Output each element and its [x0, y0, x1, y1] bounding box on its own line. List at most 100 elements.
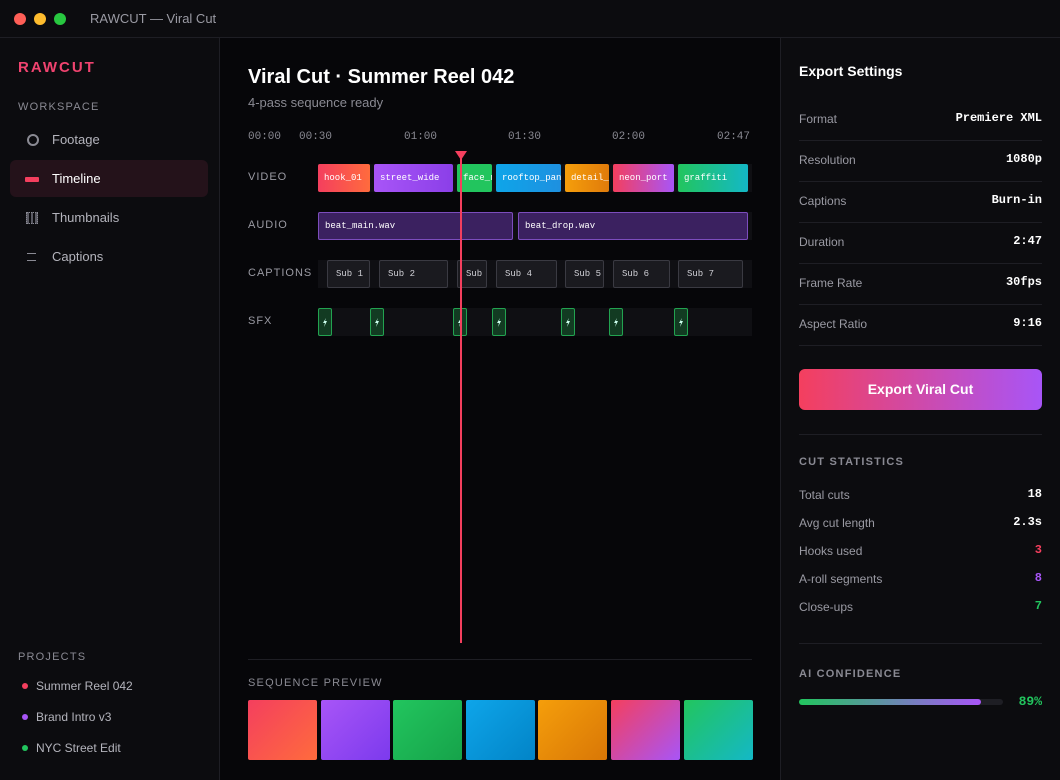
minimize-button[interactable]	[34, 13, 46, 25]
confidence-bar	[799, 699, 981, 705]
stat-value: 18	[1027, 487, 1042, 501]
track-label: CAPTIONS	[248, 267, 313, 279]
setting-label: Format	[799, 112, 838, 126]
playhead	[460, 155, 462, 643]
project-dot	[22, 714, 28, 720]
project-dot	[22, 683, 28, 689]
row-divider	[799, 345, 1042, 346]
ruler-label: 02:47	[717, 131, 751, 143]
sfx-marker[interactable]	[318, 308, 332, 336]
project-item[interactable]: NYC Street Edit	[36, 741, 121, 755]
project-item[interactable]: Summer Reel 042	[36, 679, 133, 693]
setting-value[interactable]: Premiere XML	[955, 111, 1042, 125]
setting-label: Frame Rate	[799, 276, 863, 290]
setting-value[interactable]: 9:16	[1013, 316, 1042, 330]
nav-icon	[27, 253, 36, 261]
close-button[interactable]	[14, 13, 26, 25]
timeline-clip[interactable]: beat_drop.wav	[518, 212, 748, 240]
preview-thumbnail[interactable]	[248, 700, 317, 760]
sfx-marker[interactable]	[609, 308, 623, 336]
window-title: RAWCUT — Viral Cut	[90, 11, 217, 26]
section-label: SEQUENCE PREVIEW	[248, 677, 383, 689]
sidebar	[0, 38, 220, 780]
confidence-label: 89%	[1018, 694, 1042, 709]
preview-thumbnail[interactable]	[683, 700, 753, 760]
export-button[interactable]: Export Viral Cut	[799, 369, 1042, 410]
ruler-label: 00:30	[299, 131, 333, 143]
project-item[interactable]: Brand Intro v3	[36, 710, 112, 724]
sequence-title: Viral Cut · Summer Reel 042	[248, 66, 515, 88]
stat-value: 8	[1034, 571, 1042, 585]
sequence-subtitle: 4-pass sequence ready	[248, 95, 384, 110]
timeline-clip[interactable]: Sub 2	[379, 260, 448, 288]
timeline-clip[interactable]: graffiti	[678, 164, 748, 192]
preview-thumbnail[interactable]	[393, 700, 463, 760]
ruler-label: 01:00	[404, 131, 438, 143]
nav-active-bg	[10, 160, 208, 197]
track-label: VIDEO	[248, 171, 288, 183]
stat-label: Hooks used	[799, 544, 863, 558]
panel-title: Export Settings	[799, 63, 903, 79]
sfx-marker[interactable]	[561, 308, 575, 336]
sfx-marker[interactable]	[492, 308, 506, 336]
setting-label: Captions	[799, 194, 847, 208]
timeline-clip[interactable]: Sub 4	[496, 260, 557, 288]
timeline-clip[interactable]: hook_01	[318, 164, 370, 192]
track-label: SFX	[248, 315, 273, 327]
timeline-clip[interactable]: detail_	[565, 164, 609, 192]
row-divider	[799, 181, 1042, 182]
ruler-label: 00:00	[248, 131, 282, 143]
project-dot	[22, 745, 28, 751]
preview-thumbnail[interactable]	[611, 700, 680, 760]
nav-item[interactable]: Thumbnails	[52, 210, 120, 225]
timeline-clip[interactable]: beat_main.wav	[318, 212, 513, 240]
sfx-icon	[375, 318, 379, 327]
nav-item[interactable]: Timeline	[52, 171, 101, 186]
sfx-icon	[566, 318, 570, 327]
preview-thumbnail[interactable]	[538, 700, 608, 760]
sfx-marker[interactable]	[674, 308, 688, 336]
timeline-clip[interactable]: Sub 5	[565, 260, 604, 288]
section-label: CUT STATISTICS	[799, 456, 904, 468]
row-divider	[799, 304, 1042, 305]
setting-value[interactable]: 30fps	[1005, 275, 1042, 289]
nav-icon	[25, 177, 39, 182]
setting-value[interactable]: 2:47	[1013, 234, 1042, 248]
stat-value: 2.3s	[1013, 515, 1042, 529]
divider	[799, 643, 1042, 644]
sfx-icon	[679, 318, 683, 327]
title-bar: RAWCUT — Viral Cut	[0, 0, 1060, 38]
timeline-clip[interactable]: rooftop_pan	[496, 164, 561, 192]
timeline-clip[interactable]: Sub 6	[613, 260, 670, 288]
stat-label: Close-ups	[799, 600, 854, 614]
timeline-clip[interactable]: face_r	[457, 164, 492, 192]
row-divider	[799, 263, 1042, 264]
zoom-button[interactable]	[54, 13, 66, 25]
timeline-clip[interactable]: street_wide	[374, 164, 453, 192]
sfx-icon	[497, 318, 501, 327]
section-label: WORKSPACE	[18, 101, 100, 113]
nav-icon	[26, 212, 38, 224]
sfx-icon	[614, 318, 618, 327]
setting-label: Duration	[799, 235, 845, 249]
nav-item[interactable]: Captions	[52, 249, 104, 264]
nav-item[interactable]: Footage	[52, 132, 100, 147]
timeline-clip[interactable]: Sub 3	[457, 260, 487, 288]
timeline-clip[interactable]: neon_port	[613, 164, 674, 192]
stat-label: Avg cut length	[799, 516, 875, 530]
timeline-clip[interactable]: Sub 7	[678, 260, 743, 288]
preview-thumbnail[interactable]	[320, 700, 390, 760]
sfx-marker[interactable]	[370, 308, 384, 336]
row-divider	[799, 222, 1042, 223]
sfx-icon	[323, 318, 327, 327]
setting-value[interactable]: 1080p	[1005, 152, 1042, 166]
section-label: AI CONFIDENCE	[799, 668, 902, 680]
setting-label: Resolution	[799, 153, 856, 167]
setting-value[interactable]: Burn-in	[991, 193, 1042, 207]
divider	[799, 434, 1042, 435]
setting-label: Aspect Ratio	[799, 317, 868, 331]
preview-thumbnail[interactable]	[465, 700, 535, 760]
main-panel	[220, 38, 780, 780]
timeline-clip[interactable]: Sub 1	[327, 260, 370, 288]
